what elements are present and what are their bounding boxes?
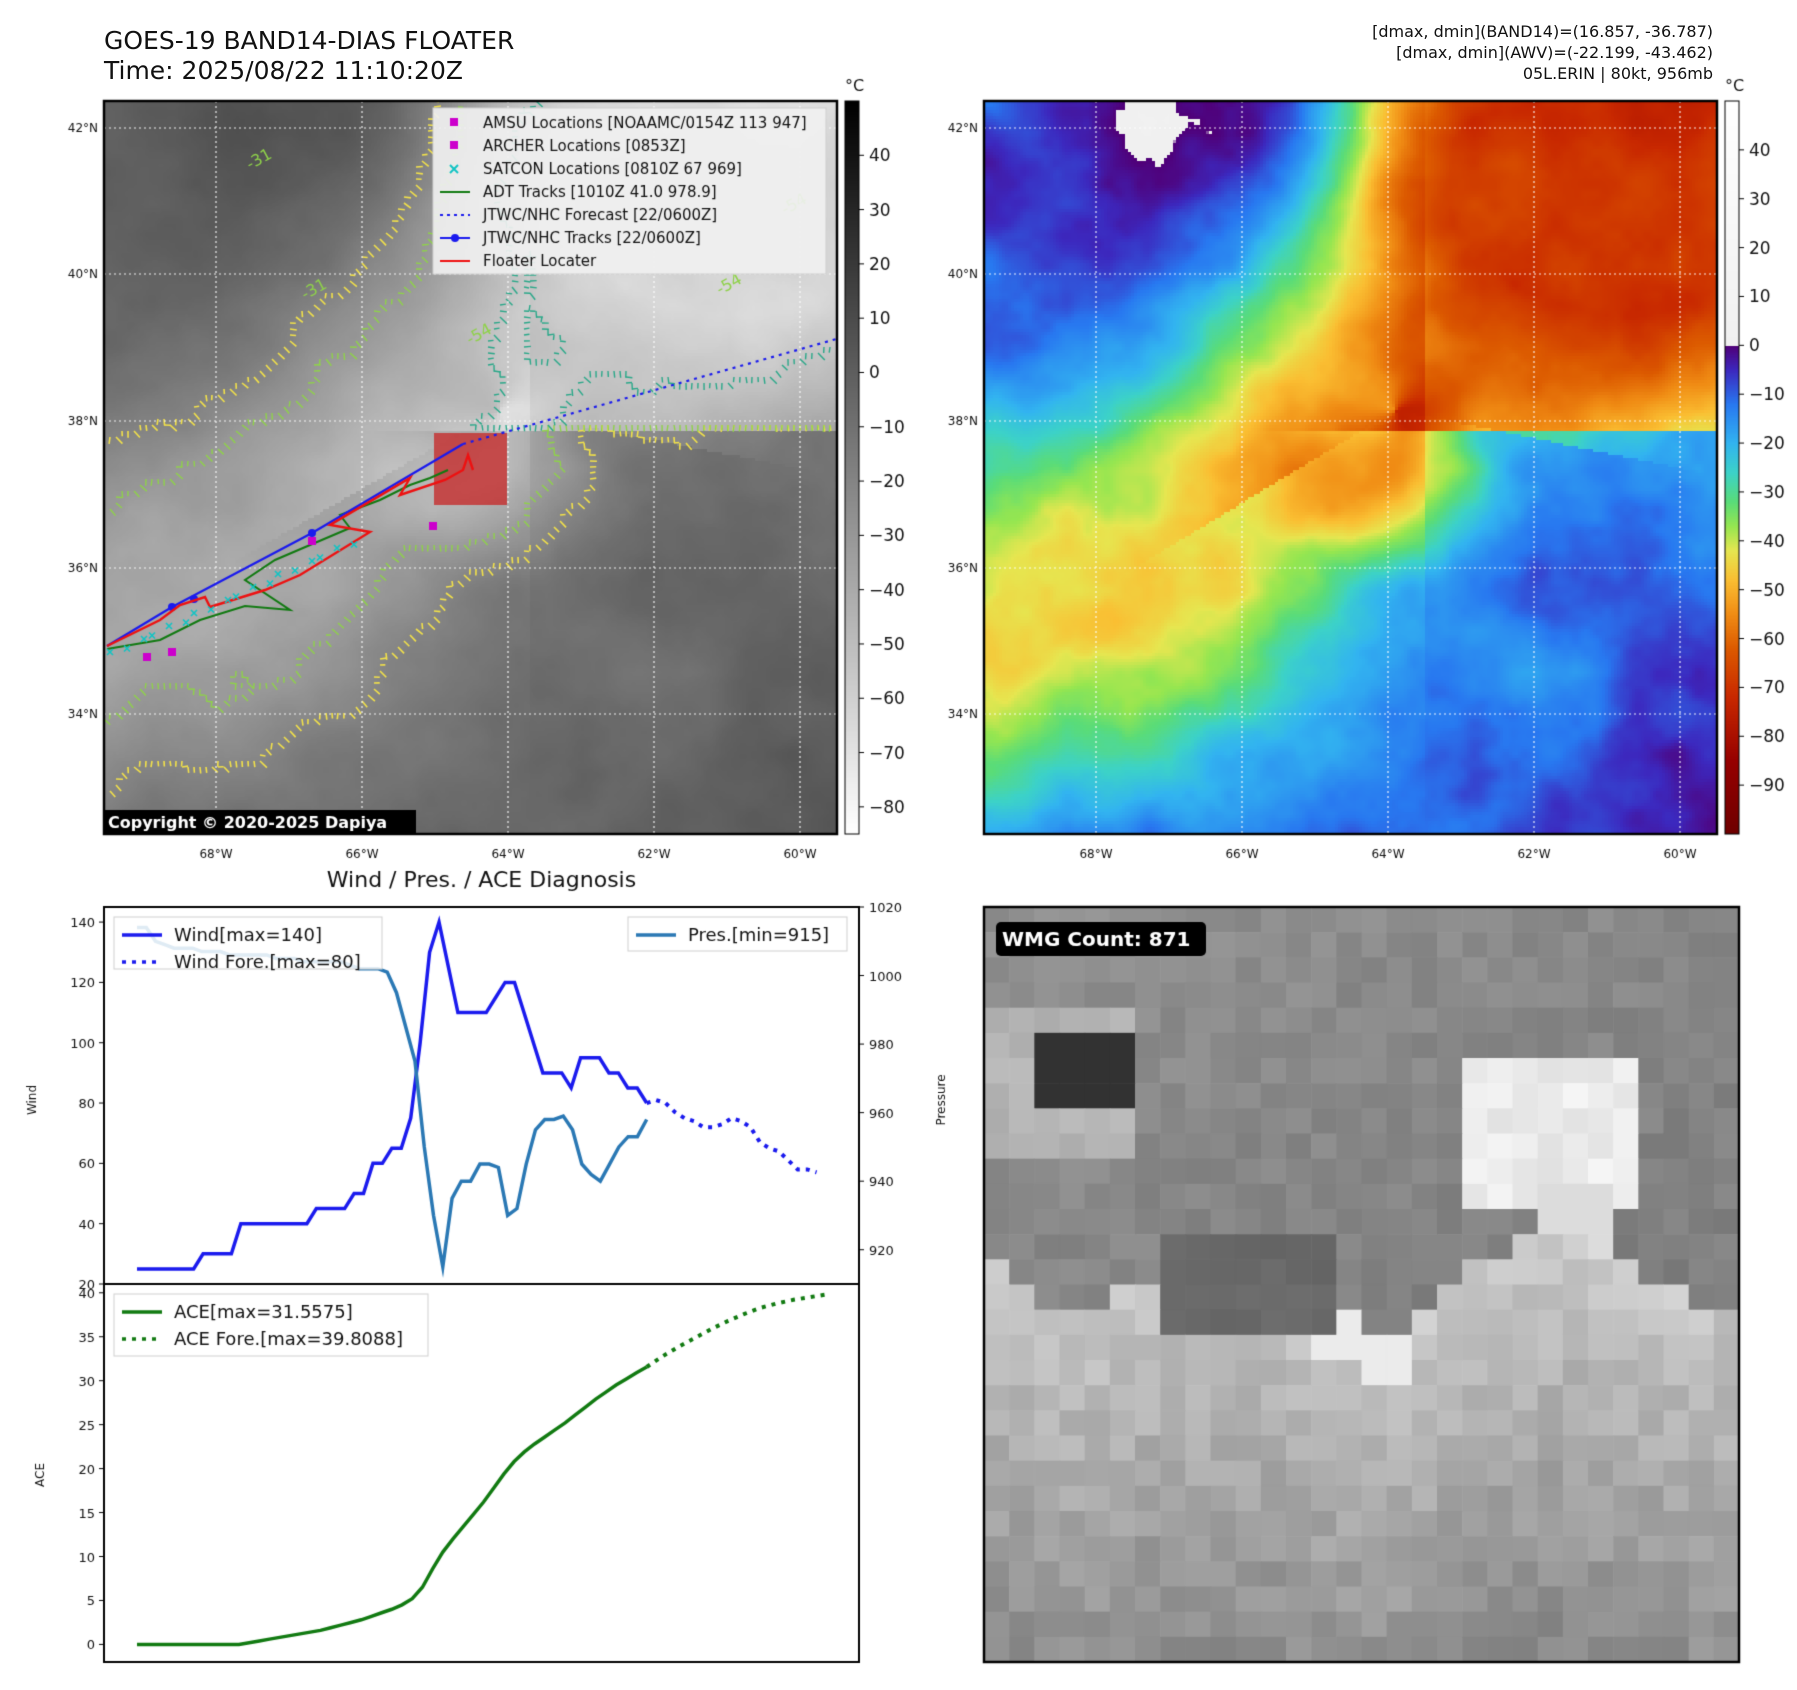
figure-time: Time: 2025/08/22 11:10:20Z	[104, 56, 463, 85]
storm-info-label: 05L.ERIN | 80kt, 956mb	[1522, 64, 1713, 83]
dmax-band14-label: [dmax, dmin](BAND14)=(16.857, -36.787)	[1372, 22, 1713, 41]
dmax-awv-label: [dmax, dmin](AWV)=(-22.199, -43.462)	[1396, 43, 1713, 62]
figure-title: GOES-19 BAND14-DIAS FLOATER	[104, 26, 515, 55]
